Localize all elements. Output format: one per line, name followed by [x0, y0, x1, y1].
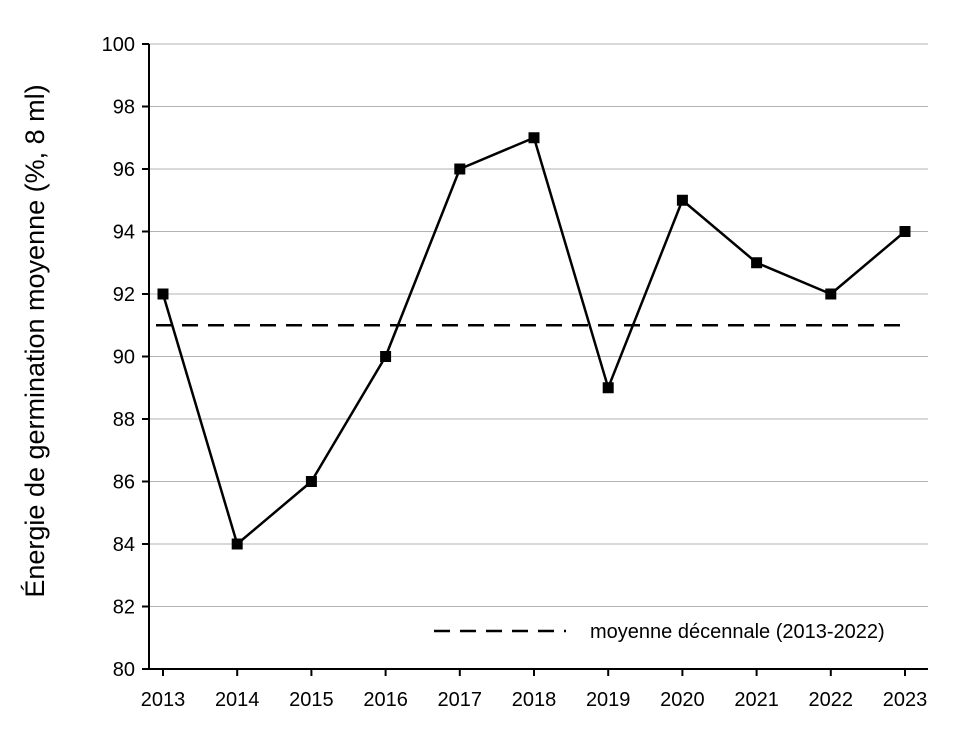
- y-tick-label: 94: [113, 222, 135, 244]
- data-point-2019: [602, 382, 614, 394]
- y-tick-label: 80: [113, 659, 135, 681]
- x-tick-label: 2017: [438, 689, 483, 711]
- y-tick-label: 90: [113, 347, 135, 369]
- y-tick-label: 92: [113, 284, 135, 306]
- x-tick-label: 2014: [215, 689, 260, 711]
- x-tick-label: 2016: [363, 689, 408, 711]
- x-tick-label: 2015: [289, 689, 334, 711]
- data-point-2016: [380, 351, 392, 362]
- series-line: [161, 136, 906, 546]
- data-point-2015: [305, 476, 317, 487]
- x-tick-label: 2021: [734, 689, 779, 711]
- series-group: [157, 132, 911, 550]
- y-tick-label: 96: [113, 159, 135, 181]
- data-point-2023: [899, 226, 911, 237]
- data-point-2020: [676, 194, 688, 206]
- data-point-2018: [528, 132, 540, 144]
- y-tick-label: 88: [113, 409, 135, 431]
- data-point-2021: [751, 257, 763, 269]
- y-tick-label: 86: [113, 472, 135, 494]
- x-tick-label: 2022: [809, 689, 854, 711]
- data-point-2014: [231, 538, 243, 550]
- x-tick-label: 2019: [586, 689, 631, 711]
- x-tick-label: 2013: [141, 689, 186, 711]
- y-tick-label: 84: [113, 534, 135, 556]
- data-point-2017: [454, 163, 466, 175]
- x-tick-label: 2018: [512, 689, 557, 711]
- data-point-2022: [825, 288, 837, 300]
- y-tick-label: 82: [113, 597, 135, 619]
- x-tick-label: 2020: [660, 689, 705, 711]
- y-tick-label: 98: [113, 97, 135, 119]
- x-axis-ticks: 2013 2014 2015 2016 2017 2018 2019 2020 2021 2022…: [141, 669, 928, 711]
- y-tick-label: 100: [102, 34, 135, 56]
- legend-label: moyenne décennale (2013-2022): [590, 621, 885, 643]
- legend: moyenne décennale (2013-2022): [434, 621, 885, 643]
- y-axis-ticks: 80 82 84 86 88 90 92 94 96 98 100: [102, 34, 149, 681]
- x-tick-label: 2023: [883, 689, 928, 711]
- y-axis-title: Énergie de germination moyenne (%, 8 ml): [20, 84, 50, 597]
- data-point-2013: [157, 288, 169, 300]
- gridlines: [149, 43, 928, 607]
